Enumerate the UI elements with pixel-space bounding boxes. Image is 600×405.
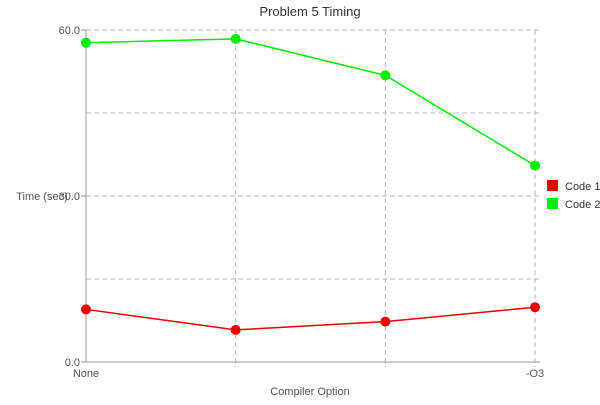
grid-layer <box>86 29 540 367</box>
x-axis-label: Compiler Option <box>270 386 349 398</box>
x-tick-label: -O3 <box>526 368 544 380</box>
data-point <box>230 33 241 44</box>
legend-swatch <box>547 180 558 191</box>
series-line-2 <box>85 38 536 167</box>
data-point <box>81 37 91 48</box>
chart-title: Problem 5 Timing <box>259 4 360 19</box>
y-tick-label: 60.0 <box>59 25 80 37</box>
y-tick-label: 30.0 <box>59 191 80 203</box>
axis-layer: 0.0 30.0 60.0 None -O3 <box>59 25 545 380</box>
legend-swatch <box>547 198 558 209</box>
data-point <box>81 304 91 315</box>
data-point <box>380 70 391 81</box>
y-tick-label: 0.0 <box>65 357 80 369</box>
legend-label: Code 2 <box>565 199 600 211</box>
data-point <box>530 302 540 313</box>
legend: Code 1 Code 2 <box>547 180 600 211</box>
y-axis-label: Time (sec) <box>16 191 68 203</box>
data-point <box>530 160 540 171</box>
x-tick-label: None <box>73 368 99 380</box>
series-layer <box>81 33 540 335</box>
series-line-1 <box>85 306 536 331</box>
data-point <box>230 324 241 335</box>
data-point <box>380 316 391 327</box>
legend-label: Code 1 <box>565 181 600 193</box>
